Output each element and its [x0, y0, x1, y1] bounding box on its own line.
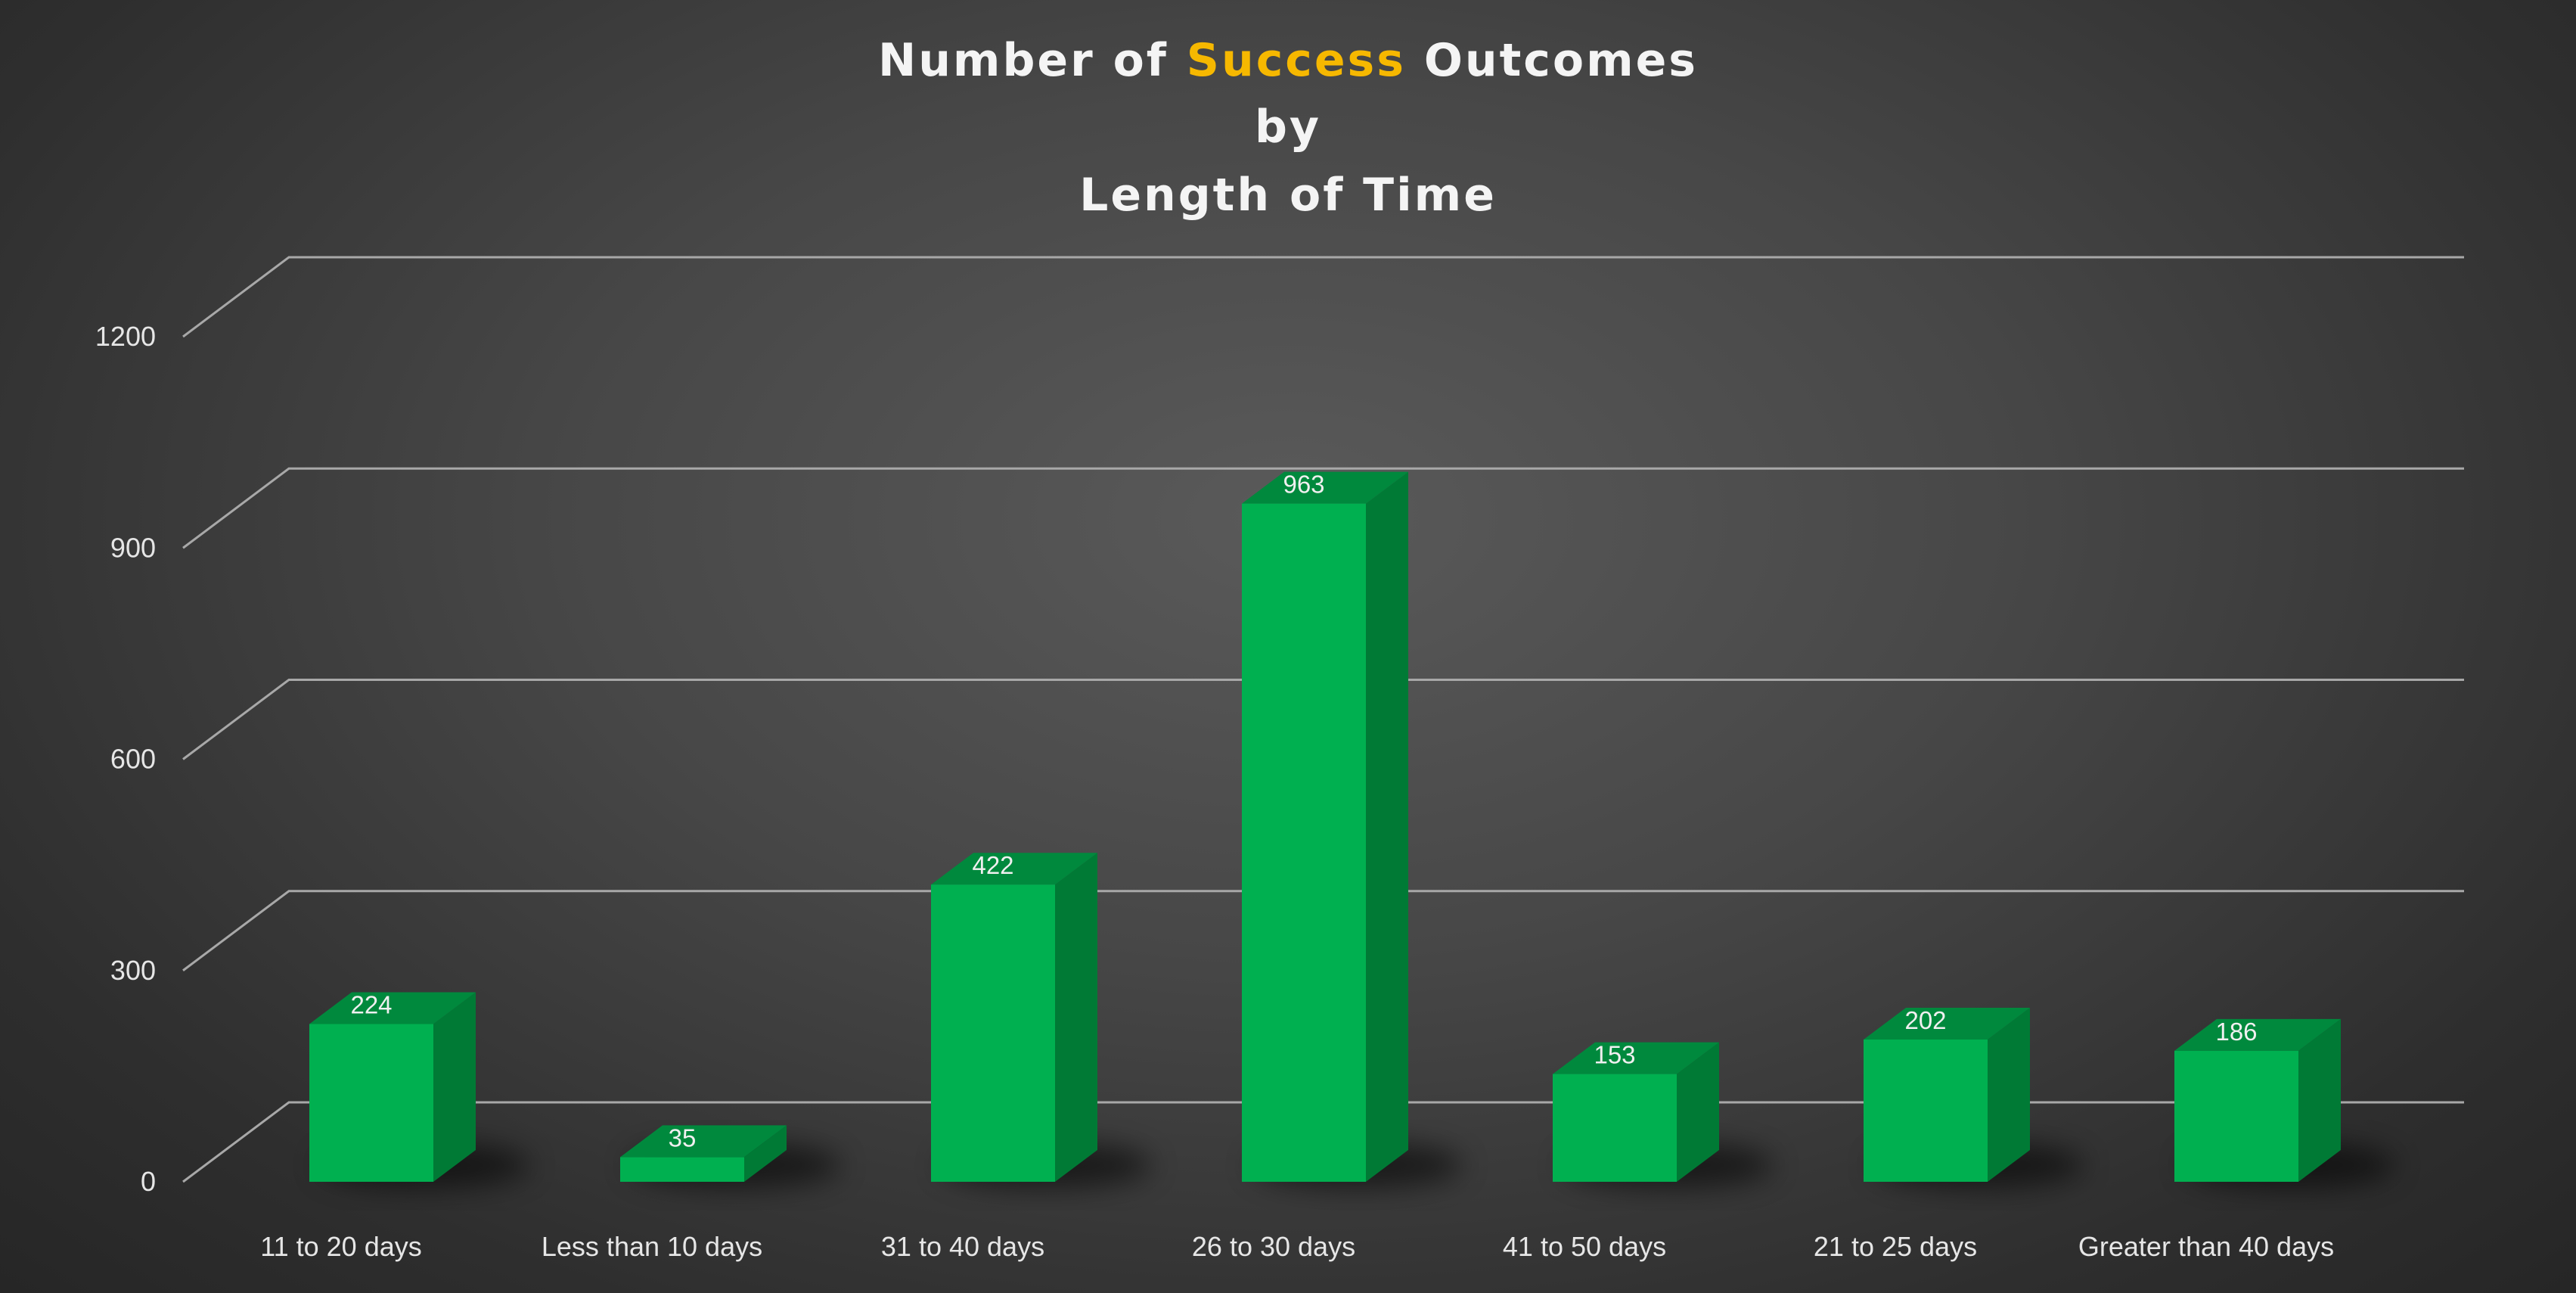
bar-side-face [433, 992, 476, 1182]
title-part-1: Number of [878, 34, 1187, 87]
gridline [182, 256, 2464, 338]
gridline [182, 1101, 2464, 1183]
bar-top-face [620, 1125, 787, 1158]
category-label: 11 to 20 days [260, 1231, 422, 1262]
bar-front-face [309, 1024, 433, 1182]
data-label: 35 [669, 1124, 697, 1152]
bar-top-face [1553, 1042, 1719, 1074]
y-tick-label: 600 [110, 744, 156, 775]
category-label: 26 to 30 days [1192, 1231, 1355, 1262]
bar-side-face [1366, 471, 1408, 1182]
bar [1242, 471, 1463, 1188]
chart-title-line-2: by [1255, 101, 1321, 154]
bar [931, 853, 1152, 1188]
gridline [182, 890, 2464, 971]
bars [309, 471, 2395, 1188]
bar-front-face [1242, 503, 1366, 1182]
bar-top-face [1242, 471, 1408, 504]
bar-top-face [2174, 1018, 2341, 1051]
category-label: 41 to 50 days [1503, 1231, 1666, 1262]
bar-top-face [931, 853, 1097, 885]
chart-title-line-1: Number of Success Outcomes [878, 34, 1698, 87]
gridline [182, 679, 2464, 760]
gridlines [182, 256, 2464, 1183]
bar [1864, 1007, 2084, 1188]
category-labels: 11 to 20 days Less than 10 days 31 to 40 d… [260, 1231, 2334, 1262]
data-label: 963 [1283, 471, 1324, 499]
bar-front-face [1553, 1074, 1677, 1182]
y-tick-label: 0 [141, 1166, 156, 1197]
chart-title-line-3: Length of Time [1079, 169, 1497, 222]
category-label: 31 to 40 days [881, 1231, 1044, 1262]
category-label: Greater than 40 days [2078, 1231, 2334, 1262]
data-label: 224 [350, 990, 392, 1018]
title-part-3: Outcomes [1406, 34, 1698, 87]
y-tick-label: 1200 [95, 321, 156, 352]
bar-side-face [1677, 1042, 1719, 1182]
y-tick-label: 300 [110, 955, 156, 986]
bar-front-face [620, 1157, 744, 1182]
bar-side-face [2298, 1018, 2341, 1182]
data-label: 202 [1904, 1006, 1946, 1034]
data-labels: 224 35 422 963 153 202 186 [350, 471, 2257, 1152]
bar-front-face [2174, 1050, 2298, 1182]
bar [309, 992, 530, 1188]
y-tick-label: 900 [110, 532, 156, 563]
bar-front-face [1864, 1039, 1988, 1182]
y-axis-ticks: 0 300 600 900 1200 [95, 321, 156, 1197]
gridline [182, 467, 2464, 549]
bar-side-face [1055, 853, 1097, 1182]
bar-top-face [309, 992, 476, 1024]
data-label: 153 [1594, 1041, 1635, 1069]
data-label: 186 [2215, 1018, 2257, 1046]
bar-front-face [931, 884, 1055, 1182]
category-label: Less than 10 days [542, 1231, 762, 1262]
bar-side-face [744, 1125, 787, 1182]
category-label: 21 to 25 days [1814, 1231, 1977, 1262]
data-label: 422 [972, 851, 1013, 879]
bar [1553, 1042, 1774, 1188]
bar [620, 1125, 841, 1188]
bar-top-face [1864, 1007, 2030, 1040]
title-highlight-success: Success [1187, 34, 1406, 87]
bar [2174, 1018, 2395, 1188]
bar-side-face [1988, 1007, 2030, 1182]
